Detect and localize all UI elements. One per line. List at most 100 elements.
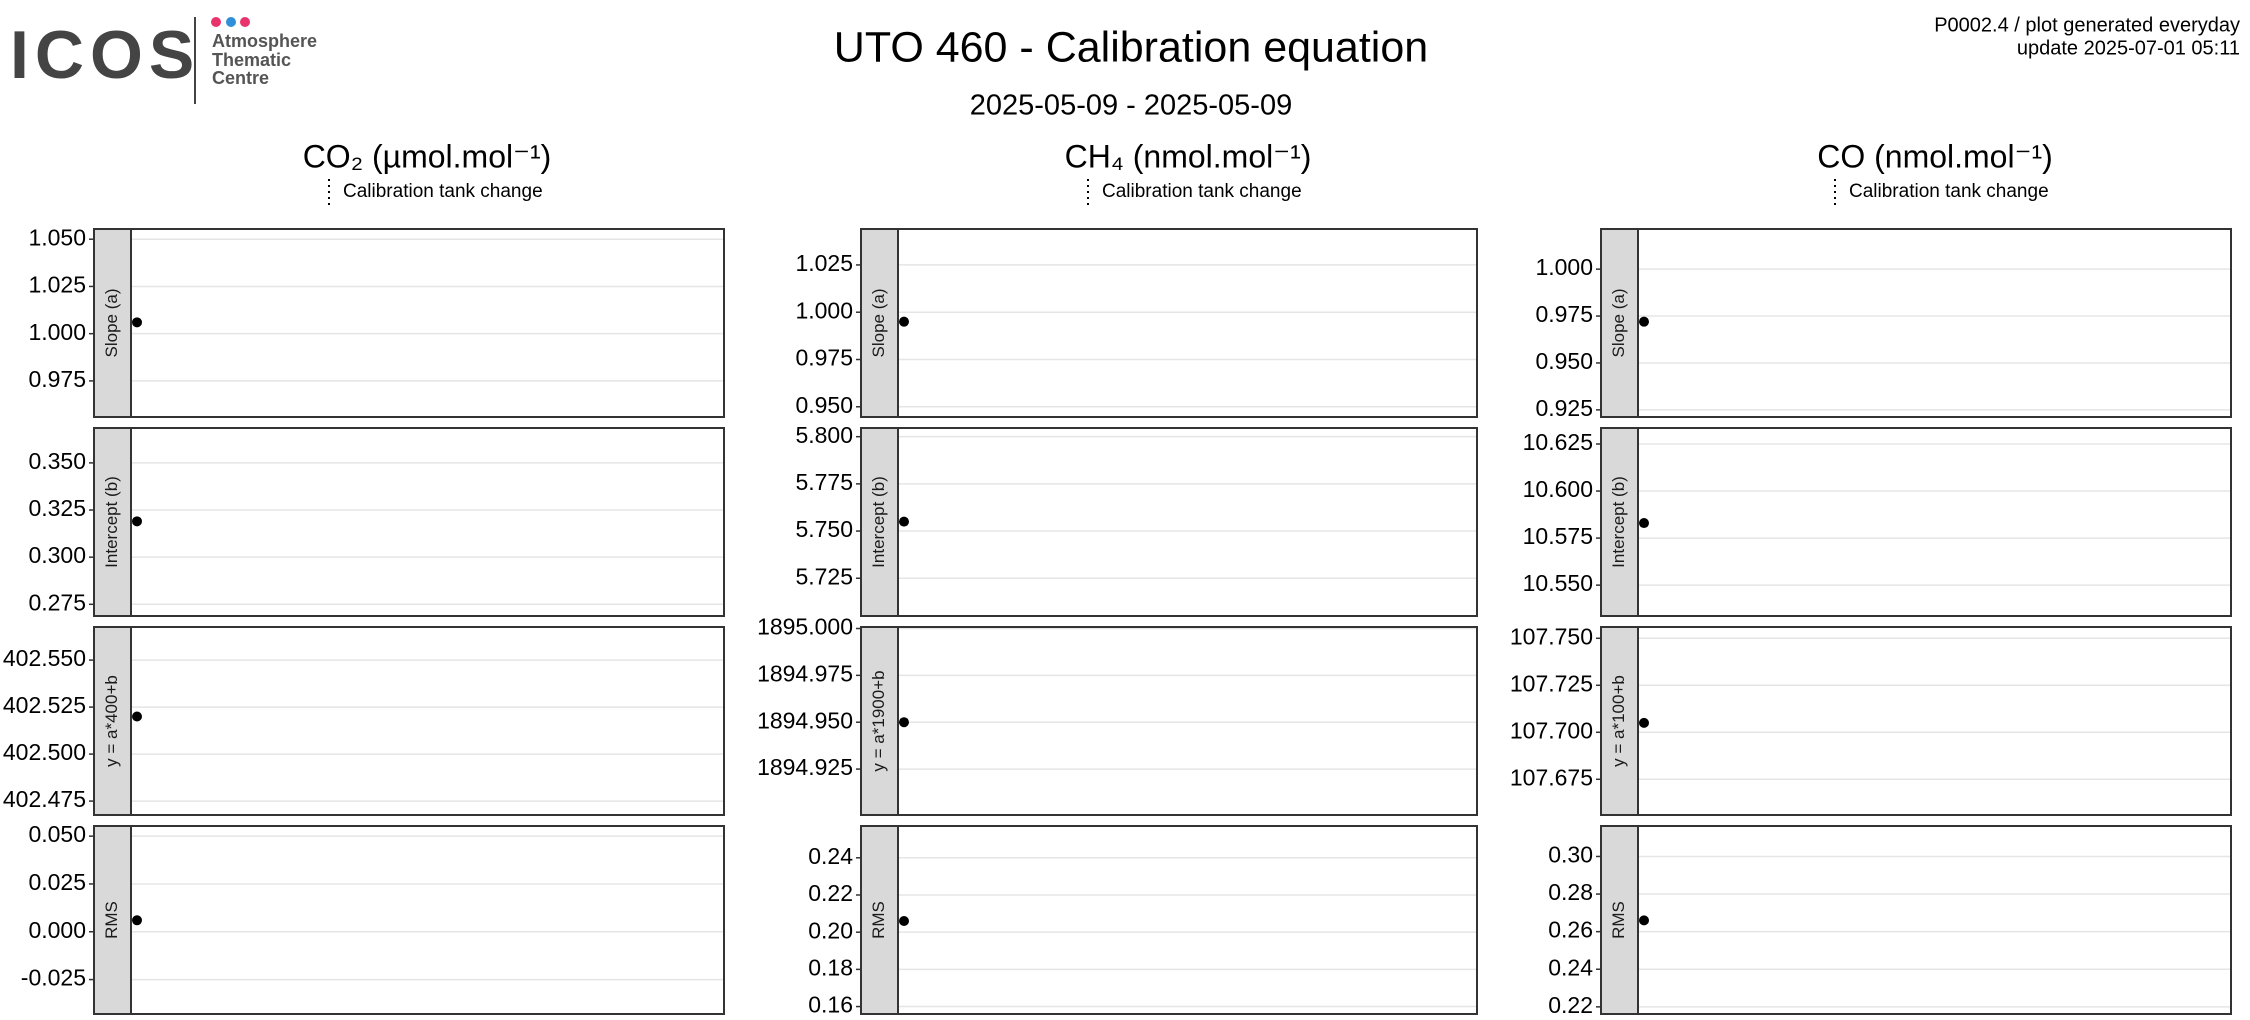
strip-label: Intercept (b)	[869, 476, 888, 568]
column-title: CO₂ (µmol.mol⁻¹)	[303, 138, 552, 174]
strip	[93, 626, 132, 816]
strip-label: RMS	[102, 901, 121, 939]
strip	[860, 825, 899, 1015]
data-point	[132, 915, 142, 926]
strip	[860, 626, 899, 816]
legend-label: Calibration tank change	[1849, 181, 2049, 202]
y-tick-label: 10.575	[1523, 523, 1593, 549]
y-tick-label: 0.18	[808, 954, 853, 980]
y-tick-label: 0.30	[1548, 842, 1593, 868]
strip	[1600, 825, 1639, 1015]
y-tick-label: 0.050	[28, 821, 86, 847]
y-tick-label: 1894.950	[757, 707, 853, 733]
y-tick-label: 10.625	[1523, 429, 1593, 455]
strip-label: Slope (a)	[102, 289, 121, 358]
y-tick-label: 0.975	[795, 345, 853, 371]
data-point	[1639, 316, 1649, 327]
strip	[860, 427, 899, 617]
y-tick-label: 0.025	[28, 869, 86, 895]
strip-label: Slope (a)	[869, 289, 888, 358]
y-tick-label: 402.475	[3, 786, 86, 812]
panel-background	[131, 826, 724, 1014]
panel-background	[1638, 826, 2231, 1014]
strip-label: RMS	[1609, 901, 1628, 939]
y-tick-label: 10.550	[1523, 570, 1593, 596]
strip	[93, 228, 132, 418]
data-point	[899, 516, 909, 527]
y-tick-label: 0.26	[1548, 917, 1593, 943]
panel-background	[898, 627, 1477, 815]
y-tick-label: 0.950	[795, 392, 853, 418]
data-point	[1639, 717, 1649, 728]
y-tick-label: 1.025	[28, 272, 86, 298]
panel-background	[898, 428, 1477, 616]
y-tick-label: 0.325	[28, 495, 86, 521]
strip	[93, 427, 132, 617]
panel-background	[1638, 229, 2231, 417]
panel-background	[1638, 428, 2231, 616]
strip	[1600, 427, 1639, 617]
data-point	[1639, 915, 1649, 926]
y-tick-label: 5.750	[795, 516, 853, 542]
panel-background	[131, 627, 724, 815]
y-tick-label: 107.700	[1510, 717, 1593, 743]
strip-label: RMS	[869, 901, 888, 939]
strip-label: Intercept (b)	[1609, 476, 1628, 568]
y-tick-label: 107.675	[1510, 764, 1593, 790]
y-tick-label: 0.925	[1535, 395, 1593, 421]
y-tick-label: 1894.975	[757, 660, 853, 686]
column-title: CO (nmol.mol⁻¹)	[1817, 138, 2053, 174]
y-tick-label: 0.24	[808, 843, 853, 869]
y-tick-label: 1894.925	[757, 754, 853, 780]
y-tick-label: 1.025	[795, 250, 853, 276]
data-point	[132, 711, 142, 722]
y-tick-label: 0.975	[1535, 301, 1593, 327]
chart-title: UTO 460 - Calibration equation	[834, 23, 1428, 71]
strip-label: Intercept (b)	[102, 476, 121, 568]
y-tick-label: 1.000	[28, 319, 86, 345]
logo-dot	[226, 17, 236, 27]
note: P0002.4 / plot generated everyday	[1934, 14, 2240, 36]
panel-background	[1638, 627, 2231, 815]
y-tick-label: 0.22	[808, 880, 853, 906]
y-tick-label: 10.600	[1523, 476, 1593, 502]
y-tick-label: 0.28	[1548, 879, 1593, 905]
y-tick-label: 107.725	[1510, 670, 1593, 696]
y-tick-label: 0.20	[808, 917, 853, 943]
y-tick-label: 0.950	[1535, 348, 1593, 374]
strip	[1600, 228, 1639, 418]
y-tick-label: 5.775	[795, 469, 853, 495]
panel-background	[898, 826, 1477, 1014]
y-tick-label: -0.025	[21, 965, 86, 991]
y-tick-label: 0.22	[1548, 992, 1593, 1018]
logo-text: Centre	[212, 68, 269, 88]
legend-label: Calibration tank change	[343, 181, 543, 202]
data-point	[132, 317, 142, 328]
data-point	[899, 717, 909, 728]
y-tick-label: 107.750	[1510, 623, 1593, 649]
y-tick-label: 1.000	[795, 297, 853, 323]
logo-name: ICOS	[10, 17, 200, 93]
y-tick-label: 0.300	[28, 542, 86, 568]
y-tick-label: 0.000	[28, 917, 86, 943]
logo-dot	[240, 17, 250, 27]
y-tick-label: 1.050	[28, 224, 86, 250]
y-tick-label: 0.16	[808, 992, 853, 1018]
logo-text: Thematic	[212, 50, 291, 70]
y-tick-label: 5.800	[795, 422, 853, 448]
y-tick-label: 0.275	[28, 589, 86, 615]
y-tick-label: 1.000	[1535, 254, 1593, 280]
y-tick-label: 0.24	[1548, 954, 1593, 980]
strip	[1600, 626, 1639, 816]
chart-subtitle: 2025-05-09 - 2025-05-09	[970, 90, 1292, 122]
strip-label: y = a*400+b	[102, 675, 121, 767]
y-tick-label: 0.350	[28, 448, 86, 474]
legend-label: Calibration tank change	[1102, 181, 1302, 202]
note: update 2025-07-01 05:11	[2017, 37, 2240, 59]
strip-label: y = a*100+b	[1609, 675, 1628, 767]
strip-label: Slope (a)	[1609, 289, 1628, 358]
y-tick-label: 5.725	[795, 563, 853, 589]
data-point	[899, 316, 909, 327]
panel-background	[131, 229, 724, 417]
